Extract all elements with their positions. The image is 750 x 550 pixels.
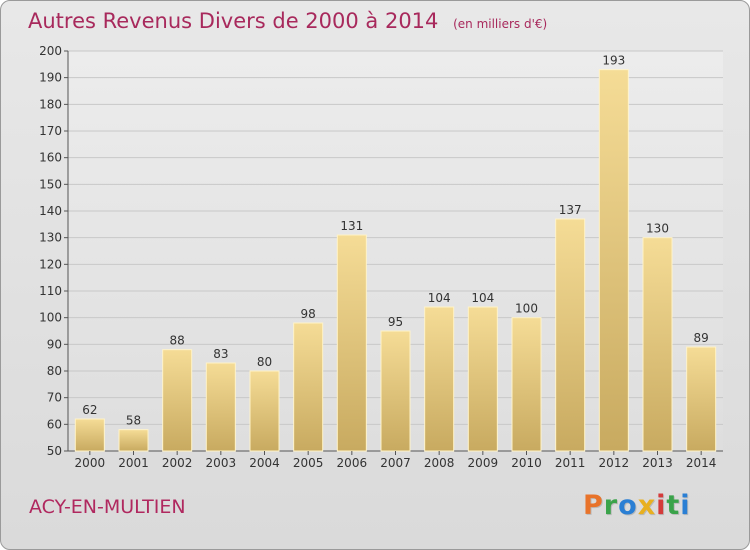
bar-value-label: 104 (428, 291, 451, 305)
chart-title-block: Autres Revenus Divers de 2000 à 2014 (en… (28, 9, 547, 33)
bar (336, 234, 367, 452)
x-tick-label: 2011 (555, 456, 586, 470)
bar-value-label: 62 (82, 403, 97, 417)
bar-value-label: 80 (257, 355, 272, 369)
bars-group (74, 69, 717, 452)
y-tick-label: 190 (39, 71, 62, 85)
x-axis-labels: 2000 2001 2002 2003 2004 2005 2006 2007 2008 2009… (75, 451, 717, 470)
bar (293, 322, 324, 452)
logo-letter: t (666, 490, 681, 521)
chart-title: Autres Revenus Divers de 2000 à 2014 (28, 9, 439, 33)
commune-name: ACY-EN-MULTIEN (29, 496, 186, 518)
bar (162, 349, 193, 452)
logo-letter: r (603, 490, 619, 521)
bar-value-label: 104 (471, 291, 494, 305)
y-tick-label: 80 (47, 364, 62, 378)
bar (249, 370, 280, 452)
x-tick-label: 2006 (337, 456, 368, 470)
y-tick-label: 150 (39, 177, 62, 191)
y-tick-label: 70 (47, 391, 62, 405)
y-tick-label: 60 (47, 417, 62, 431)
logo-letter: P (583, 490, 604, 521)
bar-value-label: 100 (515, 302, 538, 316)
bar-value-label: 98 (301, 307, 316, 321)
y-tick-label: 180 (39, 97, 62, 111)
x-tick-label: 2005 (293, 456, 324, 470)
y-tick-label: 140 (39, 204, 62, 218)
x-tick-label: 2014 (686, 456, 717, 470)
y-tick-label: 200 (39, 44, 62, 58)
y-tick-label: 160 (39, 151, 62, 165)
logo-letter: o (618, 490, 638, 521)
bar (205, 362, 236, 452)
bar (74, 418, 105, 452)
y-tick-label: 90 (47, 337, 62, 351)
bar-value-label: 130 (646, 222, 669, 236)
bar-value-label: 88 (170, 334, 185, 348)
x-tick-label: 2007 (380, 456, 411, 470)
logo-letter: i (656, 490, 667, 521)
bar-value-label: 131 (340, 219, 363, 233)
chart-subtitle: (en milliers d'€) (453, 17, 548, 31)
bar-value-label: 89 (694, 331, 709, 345)
y-tick-label: 170 (39, 124, 62, 138)
y-tick-label: 120 (39, 257, 62, 271)
x-tick-label: 2004 (249, 456, 280, 470)
value-labels: 62 58 88 83 80 98 131 95 104 104 100 137 193 130 89 (82, 54, 709, 428)
x-tick-label: 2009 (468, 456, 499, 470)
bar (467, 306, 498, 452)
y-tick-label: 130 (39, 231, 62, 245)
x-tick-label: 2012 (599, 456, 630, 470)
x-tick-label: 2010 (511, 456, 542, 470)
logo-letter: x (637, 490, 657, 521)
bar-value-label: 137 (559, 203, 582, 217)
bar-value-label: 83 (213, 347, 228, 361)
bar-value-label: 95 (388, 315, 403, 329)
bar (511, 317, 542, 452)
y-tick-label: 50 (47, 444, 62, 458)
bar-value-label: 193 (602, 54, 625, 68)
y-tick-label: 110 (39, 284, 62, 298)
x-tick-label: 2003 (206, 456, 237, 470)
bar (686, 346, 717, 452)
x-tick-label: 2013 (642, 456, 673, 470)
bar-value-label: 58 (126, 414, 141, 428)
bar (598, 69, 629, 452)
y-tick-label: 100 (39, 311, 62, 325)
x-tick-label: 2001 (118, 456, 149, 470)
bar (380, 330, 411, 452)
x-tick-label: 2008 (424, 456, 455, 470)
bar (424, 306, 455, 452)
x-tick-label: 2000 (75, 456, 106, 470)
bar (642, 237, 673, 452)
bar (555, 218, 586, 452)
x-tick-label: 2002 (162, 456, 193, 470)
logo-letter: i (680, 490, 691, 521)
y-axis-labels: 50 60 70 80 90 100 110 120 130 140 150 160 170 180 190… (39, 44, 62, 458)
bar (118, 429, 149, 452)
proxiti-logo: Proxiti (583, 490, 691, 521)
